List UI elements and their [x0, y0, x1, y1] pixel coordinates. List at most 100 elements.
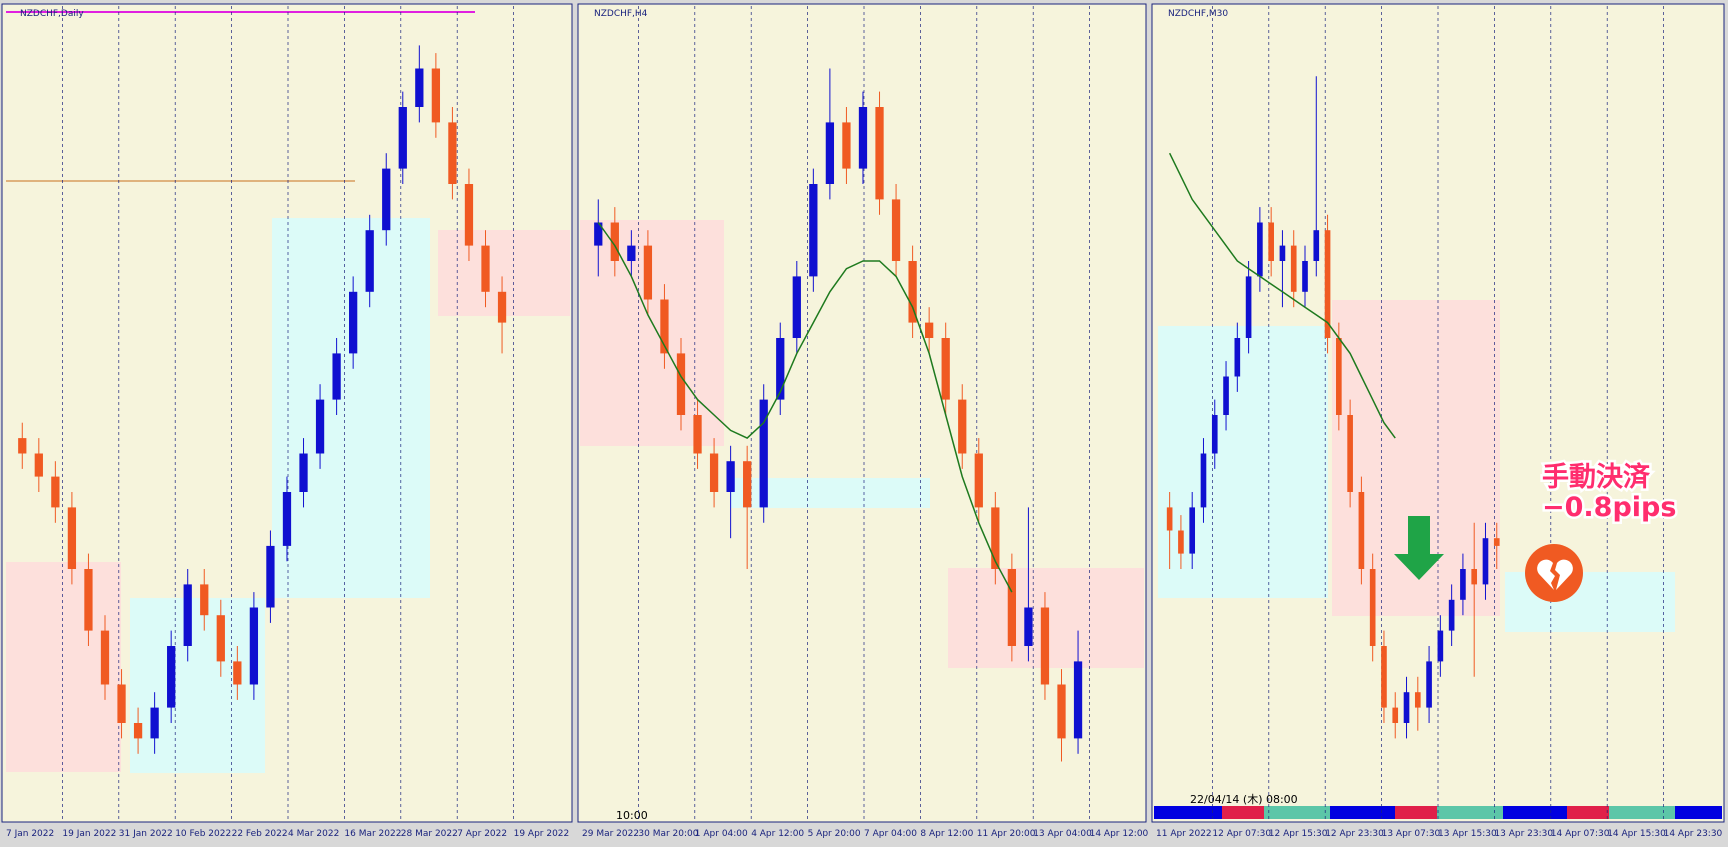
broken-heart [1525, 544, 1583, 602]
candle-body [925, 322, 934, 338]
candle-body [1057, 684, 1066, 739]
candle-body [676, 353, 686, 415]
x-label: 4 Apr 12:00 [751, 829, 804, 839]
x-label: 11 Apr 2022 [1156, 829, 1212, 839]
candle-body [1392, 707, 1399, 723]
candle-body [1268, 222, 1274, 261]
candle-body [100, 630, 110, 685]
moving-average [1168, 152, 1396, 439]
x-label: 1 Apr 04:00 [695, 829, 748, 839]
candle-body [991, 507, 1000, 569]
candle-body [497, 291, 507, 323]
candle-body [792, 276, 801, 338]
x-label: 12 Apr 07:30 [1212, 829, 1271, 839]
candle-body [84, 569, 93, 631]
candle-body [1234, 338, 1241, 377]
candle-body [282, 492, 292, 546]
session-bar [1222, 806, 1264, 819]
x-label: 22 Feb 2022 [232, 829, 288, 839]
candle-body [643, 245, 653, 300]
candle-body [809, 184, 818, 277]
candle-body [908, 261, 917, 323]
candle-body [709, 453, 719, 492]
panel-title: NZDCHF,H4 [594, 9, 648, 19]
broken-heart [1537, 559, 1573, 590]
candle-body [1166, 507, 1173, 531]
candle-body [1403, 692, 1410, 723]
candle-body [133, 723, 143, 739]
candle-body [759, 399, 768, 508]
x-label: 14 Apr 12:00 [1090, 829, 1149, 839]
candle-body [51, 476, 60, 508]
session-bar [1567, 806, 1609, 819]
annotation: −0.8pips [1542, 492, 1676, 523]
footer-time: 10:00 [616, 809, 648, 822]
candle-body [1290, 245, 1297, 292]
panel-title: NZDCHF,Daily [20, 9, 84, 19]
candle-body [1257, 222, 1263, 277]
candle-body [67, 507, 77, 569]
candle-body [858, 107, 868, 169]
x-label: 13 Apr 15:30 [1438, 829, 1497, 839]
candle-body [1302, 261, 1308, 292]
candle-body [1460, 569, 1466, 600]
candle-body [1471, 569, 1478, 585]
candle-body [1024, 607, 1033, 646]
candle-body [1178, 530, 1184, 554]
x-label: 4 Mar 2022 [288, 829, 339, 839]
zone [1158, 326, 1328, 598]
x-label: 8 Apr 12:00 [920, 829, 973, 839]
candle-body [200, 584, 209, 616]
candle-body [167, 646, 176, 708]
candle-body [448, 122, 457, 184]
session-bar [1264, 806, 1330, 819]
candle-body [1189, 507, 1196, 554]
session-bar [1395, 806, 1437, 819]
x-label: 10 Feb 2022 [175, 829, 231, 839]
x-label: 7 Jan 2022 [6, 829, 54, 839]
candle-body [1336, 338, 1342, 415]
footer-time: 22/04/14 (木) 08:00 [1190, 793, 1298, 806]
candle-body [726, 461, 735, 492]
candle-body [1245, 276, 1252, 338]
x-label: 5 Apr 20:00 [808, 829, 861, 839]
x-label: 30 Mar 20:00 [638, 829, 698, 839]
candle-body [1414, 692, 1421, 708]
candle-body [610, 222, 619, 261]
candle-body [941, 338, 950, 400]
candle-body [365, 230, 374, 292]
candle-body [1279, 245, 1286, 261]
candle-body [266, 545, 275, 608]
candle-body [431, 68, 441, 123]
candle-body [1347, 415, 1353, 492]
candle-body [1223, 376, 1229, 415]
candle-body [594, 222, 603, 246]
x-label: 19 Apr 2022 [514, 829, 570, 839]
x-label: 14 Apr 15:30 [1607, 829, 1666, 839]
candle-body [1448, 599, 1455, 631]
candle-body [1324, 230, 1331, 338]
candle-body [842, 122, 851, 169]
candle-body [693, 415, 702, 454]
x-label: 14 Apr 07:30 [1551, 829, 1610, 839]
candle-body [891, 199, 901, 261]
candle-body [1007, 569, 1017, 646]
candle-body [18, 438, 27, 454]
candle-body [1358, 492, 1365, 569]
x-label: 7 Apr 2022 [457, 829, 507, 839]
x-label: 13 Apr 07:30 [1382, 829, 1441, 839]
x-label: 12 Apr 23:30 [1325, 829, 1384, 839]
candle-body [1211, 415, 1218, 454]
moving-average [597, 222, 1013, 593]
x-label: 31 Jan 2022 [119, 829, 173, 839]
candle-body [1381, 646, 1387, 708]
x-label: 28 Mar 2022 [401, 829, 458, 839]
session-bar [1437, 806, 1503, 819]
down-arrow [1394, 516, 1444, 580]
panel-title: NZDCHF,M30 [1168, 9, 1228, 19]
candle-body [415, 68, 424, 107]
candle-body [958, 399, 967, 454]
candle-body [974, 453, 983, 508]
x-label: 19 Jan 2022 [62, 829, 116, 839]
